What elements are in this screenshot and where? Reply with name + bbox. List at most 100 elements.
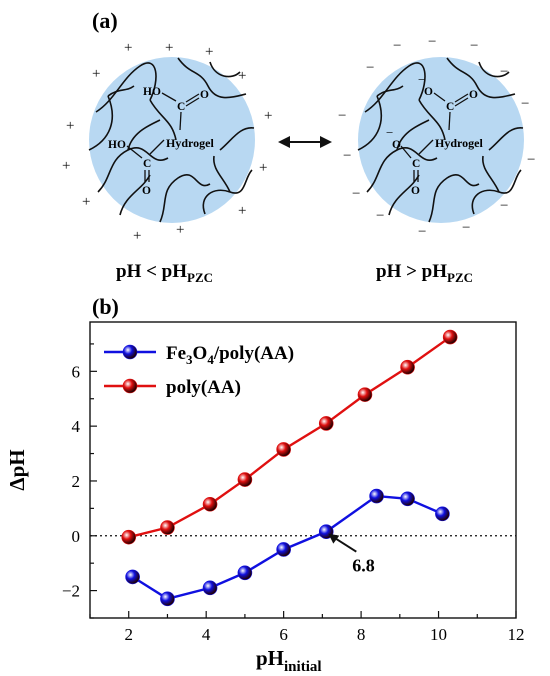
legend-marker	[122, 378, 138, 394]
x-tick-label: 12	[508, 625, 525, 644]
left-bottom-carbon: C	[143, 158, 151, 170]
y-tick-label: 0	[72, 527, 81, 546]
right-particle-circle	[358, 57, 524, 223]
panel-a-label: (a)	[92, 8, 118, 33]
legend-label-part: 3	[186, 352, 193, 367]
data-point-0	[160, 591, 175, 607]
right-bottom-oxygen-anion: O	[392, 139, 401, 151]
x-tick-label: 8	[357, 625, 366, 644]
plus-sign: +	[205, 44, 213, 60]
plus-sign: +	[124, 40, 132, 56]
plus-sign: +	[92, 66, 100, 82]
data-point-1	[400, 359, 415, 375]
protonated-hydrogel-particle: HO C O Hydrogel HO C O	[88, 57, 255, 223]
plus-sign: +	[259, 160, 267, 176]
right-bottom-charge: −	[386, 125, 393, 140]
data-point-1	[442, 329, 458, 345]
equilibrium-arrow	[278, 136, 332, 148]
minus-sign: −	[393, 38, 401, 54]
chart-legend: Fe3O4/poly(AA) poly(AA)	[104, 343, 294, 398]
chart-axes: 2 4 6 8 10 12 −2 0 2 4 6	[62, 343, 525, 644]
left-hydrogel-label: Hydrogel	[166, 136, 214, 150]
y-tick-label: −2	[62, 582, 80, 601]
data-point-0	[369, 488, 384, 504]
minus-sign: −	[418, 224, 426, 240]
data-point-1	[237, 472, 253, 487]
data-point-1	[318, 416, 334, 431]
right-polymer-network	[357, 57, 524, 223]
left-particle-circle	[89, 57, 255, 223]
right-hydrogel-label: Hydrogel	[435, 136, 483, 150]
right-top-carbon: C	[446, 101, 454, 113]
left-top-oxygen: O	[200, 89, 209, 101]
plus-sign: +	[82, 194, 90, 210]
minus-sign: −	[366, 60, 374, 76]
plus-sign: +	[133, 228, 141, 244]
left-bottom-oxygen: O	[142, 185, 151, 197]
left-top-hydroxyl: HO	[143, 86, 161, 98]
chart-series	[121, 329, 458, 607]
data-point-0	[237, 565, 253, 581]
right-bottom-oxygen: O	[411, 185, 420, 197]
plus-sign: +	[165, 40, 173, 56]
legend-label-part: O	[193, 343, 208, 364]
plot-frame	[89, 321, 517, 619]
minus-sign: −	[343, 148, 351, 164]
legend-label: poly(AA)	[166, 377, 241, 398]
minus-sign: −	[470, 38, 478, 54]
right-top-oxygen-anion: O	[424, 86, 433, 98]
left-condition-caption: pH < pHPZC	[116, 261, 213, 285]
data-point-1	[160, 520, 175, 535]
legend-label: Fe3O4/poly(AA)	[166, 343, 294, 367]
x-tick-label: 4	[202, 625, 211, 644]
y-axis-label: ΔpH	[5, 449, 29, 490]
annotation-arrow-line	[333, 536, 357, 553]
legend-label-part: /poly(AA)	[213, 343, 294, 364]
data-point-0	[276, 542, 291, 557]
plus-sign: +	[238, 68, 246, 84]
data-point-1	[202, 496, 218, 512]
x-tick-label: 6	[279, 625, 288, 644]
minus-sign: −	[521, 96, 529, 112]
data-point-1	[121, 529, 137, 545]
minus-sign: −	[376, 208, 384, 224]
data-point-0	[202, 580, 218, 596]
data-point-1	[357, 387, 373, 402]
plus-sign: +	[176, 222, 184, 238]
positive-charges: + + + + + + + + + + + + +	[62, 40, 272, 244]
plus-sign: +	[62, 158, 70, 174]
minus-sign: −	[462, 220, 470, 236]
deprotonated-hydrogel-particle: − O C O Hydrogel − O C O	[357, 57, 524, 223]
legend-label-part: 4	[207, 352, 214, 367]
annotation-arrow-head	[328, 533, 340, 544]
minus-sign: −	[428, 34, 436, 50]
data-point-1	[276, 442, 291, 457]
plus-sign: +	[264, 108, 272, 124]
minus-sign: −	[500, 64, 508, 80]
left-top-carbon: C	[177, 101, 185, 113]
y-tick-label: 6	[72, 362, 81, 381]
annotation-label: 6.8	[352, 556, 375, 576]
x-axis-label: pHinitial	[256, 646, 322, 675]
minus-sign: −	[338, 108, 346, 124]
negative-charges: − − − − − − − − − − − − − −	[338, 34, 535, 240]
plus-sign: +	[66, 118, 74, 134]
legend-label-part: Fe	[166, 343, 186, 364]
x-tick-label: 2	[124, 625, 133, 644]
minus-sign: −	[527, 152, 535, 168]
minus-sign: −	[500, 198, 508, 214]
right-top-charge: −	[418, 72, 425, 87]
data-point-0	[435, 506, 450, 522]
x-tick-label: 10	[430, 625, 447, 644]
left-bottom-hydroxyl: HO	[108, 139, 126, 151]
minus-sign: −	[352, 186, 360, 202]
data-point-0	[125, 569, 140, 585]
right-top-oxygen: O	[469, 89, 478, 101]
y-tick-label: 2	[72, 472, 81, 491]
data-point-0	[400, 491, 415, 507]
y-tick-label: 4	[72, 417, 81, 436]
right-bottom-carbon: C	[412, 158, 420, 170]
